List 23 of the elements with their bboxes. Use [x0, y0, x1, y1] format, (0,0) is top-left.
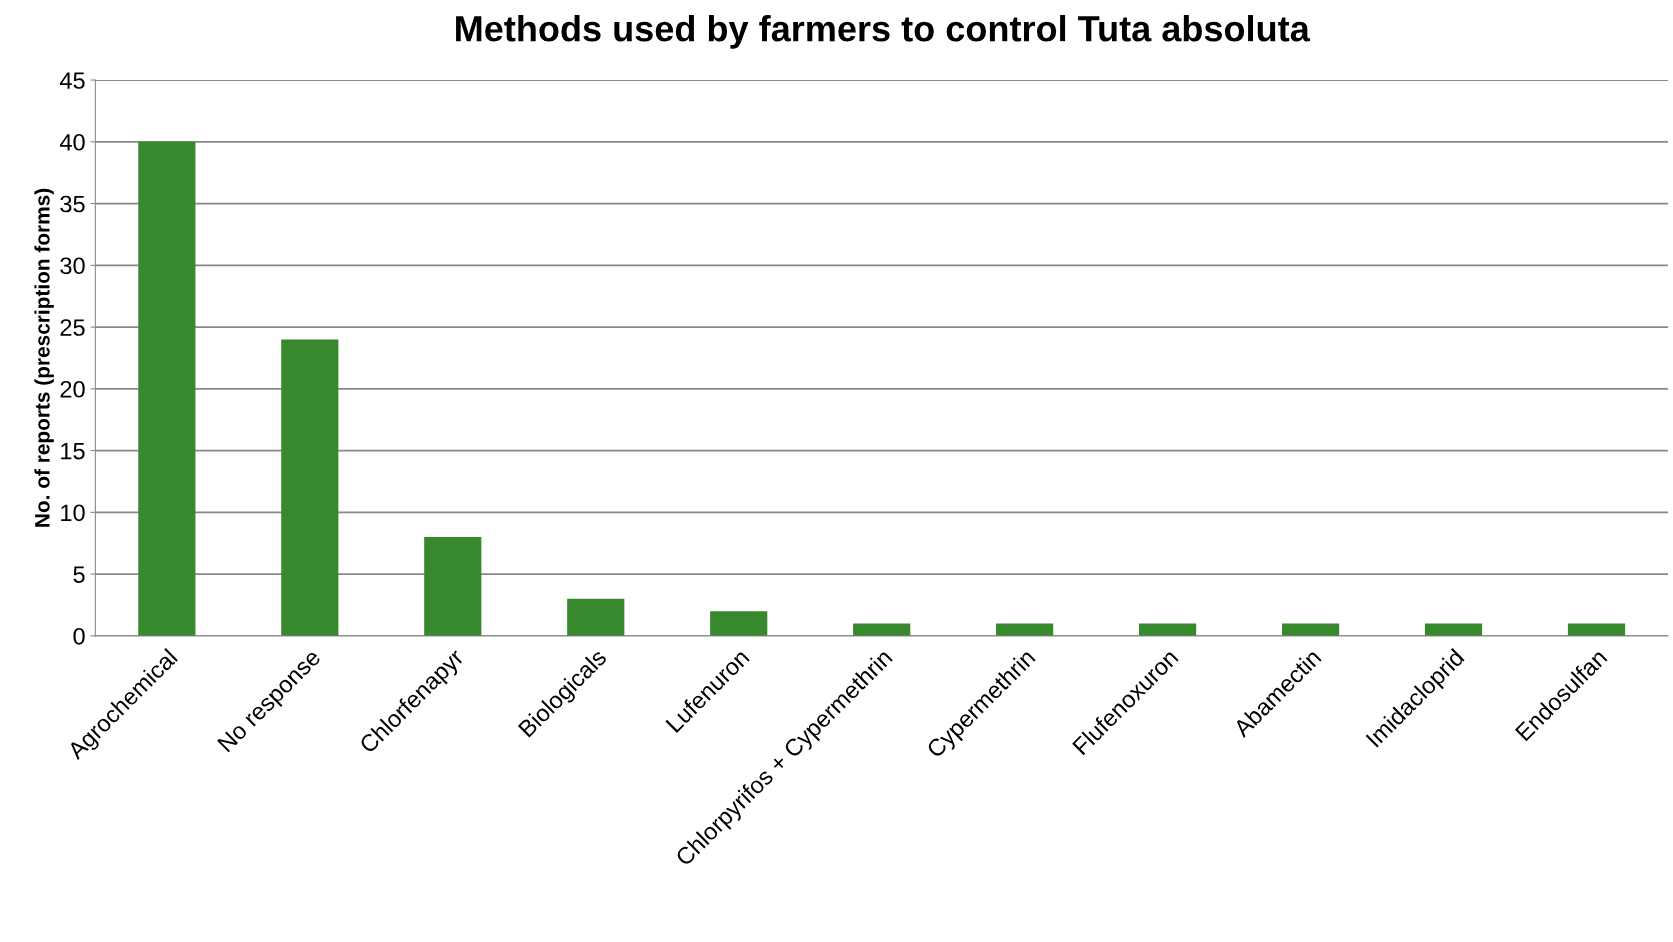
y-tick-label: 30 — [60, 257, 85, 275]
y-tick-label: 45 — [59, 72, 85, 89]
y-axis-title: No. of reports (prescription forms) — [34, 188, 54, 527]
bar — [710, 611, 768, 636]
bar — [1281, 623, 1340, 636]
y-tick-label: 10 — [61, 504, 85, 522]
bar — [281, 339, 339, 636]
bar — [1567, 623, 1626, 636]
y-tick-label: 35 — [60, 195, 85, 213]
y-tick-label: 25 — [60, 319, 85, 336]
bar — [567, 598, 625, 636]
y-tick-label: 20 — [60, 380, 85, 398]
y-tick-label: 5 — [73, 566, 85, 583]
chart-title: Methods used by farmers to control Tuta absoluta — [456, 15, 1310, 49]
y-tick-label: 0 — [73, 627, 85, 645]
bar — [138, 141, 196, 636]
bar — [1424, 623, 1483, 636]
y-tick-label: 40 — [59, 133, 85, 151]
bar — [996, 623, 1054, 636]
bar — [853, 623, 911, 636]
y-tick-label: 15 — [61, 442, 85, 460]
bar — [424, 537, 482, 636]
bar — [1139, 623, 1197, 636]
